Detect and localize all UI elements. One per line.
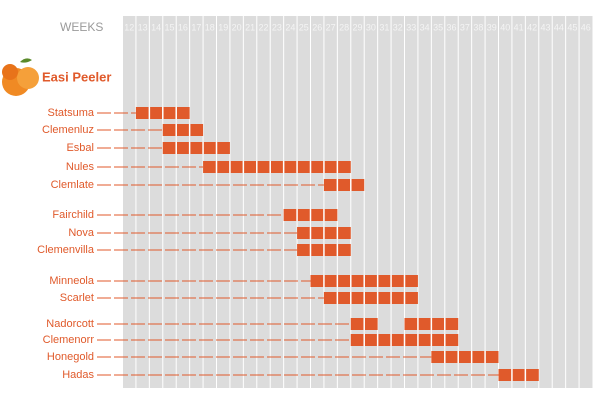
availability-bar xyxy=(162,142,230,154)
x-tick-label: 46 xyxy=(581,22,591,32)
x-tick-label: 36 xyxy=(446,22,456,32)
row-label: Nules xyxy=(66,161,95,173)
row-label: Scarlet xyxy=(60,292,94,304)
fruit-icon xyxy=(2,58,39,96)
x-tick-label: 27 xyxy=(326,22,336,32)
x-tick-label: 21 xyxy=(245,22,255,32)
row-label: Minneola xyxy=(49,275,95,287)
row-label: Statsuma xyxy=(48,107,95,119)
x-tick-label: 22 xyxy=(258,22,268,32)
x-tick-label: 18 xyxy=(205,22,215,32)
x-tick-label: 45 xyxy=(567,22,577,32)
x-tick-label: 32 xyxy=(393,22,403,32)
x-tick-label: 17 xyxy=(191,22,201,32)
x-tick-label: 13 xyxy=(138,22,148,32)
row-label: Esbal xyxy=(66,142,94,154)
row-label: Fairchild xyxy=(52,209,94,221)
chart-title: Easi Peeler xyxy=(42,69,111,84)
x-tick-label: 26 xyxy=(312,22,322,32)
x-tick-label: 41 xyxy=(514,22,524,32)
x-tick-label: 20 xyxy=(232,22,242,32)
x-tick-label: 14 xyxy=(151,22,161,32)
x-tick-label: 15 xyxy=(164,22,174,32)
row-label: Hadas xyxy=(62,369,94,381)
row-label: Honegold xyxy=(47,351,94,363)
row-label: Clemlate xyxy=(51,179,94,191)
x-tick-label: 43 xyxy=(540,22,550,32)
plot-background xyxy=(122,16,593,388)
row-label: Nadorcott xyxy=(46,318,94,330)
x-tick-label: 31 xyxy=(379,22,389,32)
x-tick-label: 39 xyxy=(487,22,497,32)
x-tick-label: 16 xyxy=(178,22,188,32)
x-tick-label: 44 xyxy=(554,22,564,32)
availability-bar xyxy=(323,179,365,191)
row-label: Nova xyxy=(68,227,95,239)
x-tick-label: 33 xyxy=(406,22,416,32)
availability-bar xyxy=(498,369,539,381)
availability-bar xyxy=(203,161,351,173)
row-label: Clemenluz xyxy=(42,124,94,136)
x-tick-label: 30 xyxy=(366,22,376,32)
x-tick-label: 42 xyxy=(527,22,537,32)
x-tick-label: 23 xyxy=(272,22,282,32)
x-tick-label: 28 xyxy=(339,22,349,32)
x-tick-label: 19 xyxy=(218,22,228,32)
x-tick-label: 38 xyxy=(473,22,483,32)
x-tick-label: 24 xyxy=(285,22,295,32)
availability-bar xyxy=(162,124,204,136)
x-tick-label: 40 xyxy=(500,22,510,32)
x-tick-label: 34 xyxy=(420,22,430,32)
x-axis-label: WEEKS xyxy=(60,20,103,34)
row-label: Clemenorr xyxy=(43,334,95,346)
row-label: Clemenvilla xyxy=(37,244,95,256)
availability-bar xyxy=(431,351,499,363)
x-tick-label: 37 xyxy=(460,22,470,32)
x-tick-label: 35 xyxy=(433,22,443,32)
x-tick-label: 29 xyxy=(352,22,362,32)
x-tick-label: 25 xyxy=(299,22,309,32)
x-tick-label: 12 xyxy=(124,22,134,32)
availability-bar xyxy=(323,292,418,304)
